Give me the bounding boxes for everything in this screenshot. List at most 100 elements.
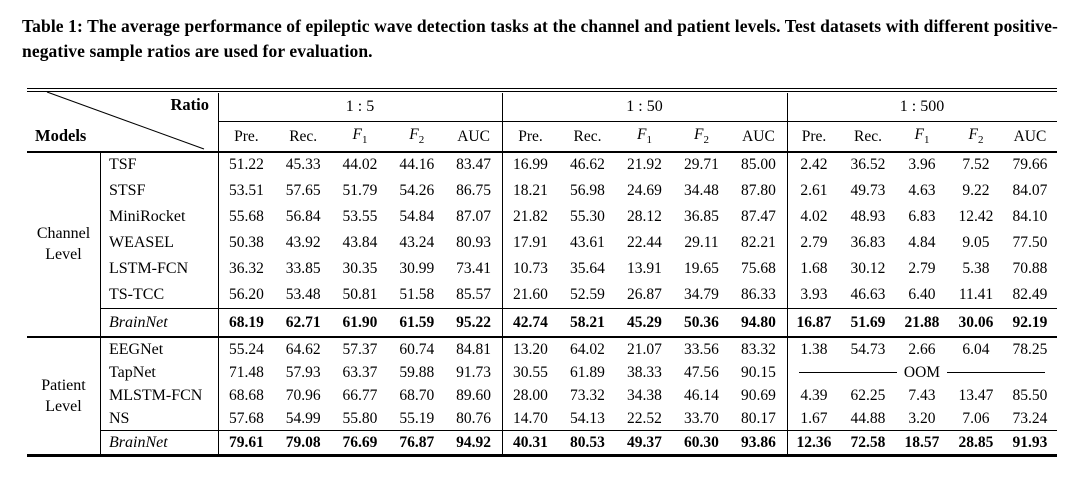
metric-value: 57.37 (342, 340, 378, 358)
metric-value: 56.84 (285, 208, 321, 225)
vline-group2-group3 (787, 93, 788, 454)
metric-value: 21.60 (513, 286, 548, 303)
metric-value: 3.93 (800, 286, 828, 303)
metric-value: 36.83 (850, 234, 886, 251)
metric-value: 60.30 (684, 433, 719, 451)
metric-value: 55.68 (228, 208, 264, 225)
metric-value: 33.85 (285, 260, 321, 277)
metric-value: 14.70 (513, 409, 548, 427)
metric-value: 5.38 (962, 260, 990, 277)
model-name: EEGNet (109, 340, 164, 358)
metric-value: 44.16 (399, 156, 435, 173)
metric-value: 3.20 (908, 409, 936, 427)
metric-value: 6.83 (908, 208, 936, 225)
rule-above-brainnet (100, 430, 1057, 431)
metric-value: 77.50 (1012, 234, 1048, 251)
metric-value: 7.43 (908, 386, 936, 404)
metric-value: 2.79 (908, 260, 936, 277)
metric-value: 56.98 (570, 182, 605, 199)
metric-value: 95.22 (456, 313, 492, 331)
metric-value: 6.40 (908, 286, 936, 303)
metric-value: 30.55 (513, 363, 548, 381)
metric-value: 16.99 (513, 156, 548, 173)
metric-value: 44.88 (850, 409, 886, 427)
metric-value: 54.84 (399, 208, 435, 225)
metric-value: 86.33 (741, 286, 776, 303)
metric-value: 47.56 (684, 363, 719, 381)
metric-value: 78.25 (1012, 340, 1048, 358)
metric-header: F1 (914, 126, 930, 147)
vline-models-group1 (218, 93, 219, 454)
rule-section-divider (27, 336, 1057, 338)
metric-value: 11.41 (958, 286, 994, 303)
metric-value: 30.35 (342, 260, 378, 277)
metric-value: 50.81 (342, 286, 378, 303)
metric-value: 66.77 (342, 386, 378, 404)
metric-value: 70.96 (285, 386, 321, 404)
table-row: TSF 51.22 45.33 44.02 44.16 83.47 16.99 46.62 21… (27, 152, 1057, 178)
metric-value: 33.56 (684, 340, 719, 358)
metric-value: 60.74 (399, 340, 435, 358)
table-row: MLSTM-FCN 68.68 70.96 66.77 68.70 89.60 28.00 7… (27, 384, 1057, 407)
model-name: STSF (109, 182, 146, 199)
metric-value: 90.69 (741, 386, 776, 404)
metric-value: 82.21 (741, 234, 776, 251)
ratio-group-label: 1 : 5 (345, 97, 375, 115)
ratio-group-1-500: 1 : 500 (787, 98, 1057, 116)
metric-header: Pre. (801, 127, 827, 145)
model-name: MLSTM-FCN (109, 386, 203, 404)
metric-value: 28.12 (627, 208, 662, 225)
metric-header: F2 (968, 126, 984, 147)
metric-value: 73.32 (570, 386, 605, 404)
metric-value: 4.63 (908, 182, 936, 199)
metric-value: 54.73 (850, 340, 886, 358)
table-row-highlight: BrainNet 79.61 79.08 76.69 76.87 94.92 40.31 80… (27, 431, 1057, 454)
metric-value: 54.99 (285, 409, 321, 427)
metric-value: 46.62 (570, 156, 605, 173)
metric-value: 43.84 (342, 234, 378, 251)
metric-value: 30.99 (399, 260, 435, 277)
metric-value: 58.21 (570, 313, 605, 331)
metric-header: Rec. (289, 127, 318, 145)
rule-under-header (27, 151, 1057, 153)
metric-value: 50.38 (228, 234, 264, 251)
level-label-line: Level (45, 245, 82, 263)
metric-header: F1 (352, 126, 368, 147)
metric-value: 73.41 (456, 260, 492, 277)
metric-header: Rec. (853, 127, 882, 145)
metric-value: 68.19 (228, 313, 264, 331)
results-table: Ratio Models 1 : 5 1 : 50 1 : 500 Pre. Re… (27, 88, 1057, 457)
metric-value: 80.76 (456, 409, 492, 427)
metric-value: 21.82 (513, 208, 548, 225)
table-row: TS-TCC 56.20 53.48 50.81 51.58 85.57 21.60 52.5… (27, 282, 1057, 308)
metric-header: Rec. (573, 127, 602, 145)
metric-value: 57.93 (285, 363, 321, 381)
metric-value: 51.69 (850, 313, 886, 331)
metric-value: 75.68 (741, 260, 776, 277)
metric-value: 34.48 (684, 182, 719, 199)
metric-value: 24.69 (627, 182, 662, 199)
metric-value: 34.79 (684, 286, 719, 303)
ratio-group-1-5: 1 : 5 (218, 98, 502, 116)
metric-header: AUC (742, 127, 775, 145)
metric-value: 87.47 (741, 208, 776, 225)
metric-value: 18.21 (513, 182, 548, 199)
metric-value: 71.48 (228, 363, 264, 381)
diagonal-line (46, 91, 205, 150)
metric-header: F1 (637, 126, 652, 147)
metric-value: 55.80 (342, 409, 378, 427)
metric-value: 84.10 (1012, 208, 1048, 225)
metric-value: 85.00 (741, 156, 776, 173)
metric-value: 55.30 (570, 208, 605, 225)
metric-value: 1.68 (800, 260, 828, 277)
metric-value: 18.57 (904, 433, 940, 451)
metric-value: 29.71 (684, 156, 719, 173)
metric-value: 12.42 (958, 208, 994, 225)
rule-top-inner (27, 91, 1057, 92)
metric-value: 94.80 (741, 313, 776, 331)
metric-value: 45.33 (285, 156, 321, 173)
ratio-group-1-50: 1 : 50 (502, 98, 787, 116)
metric-value: 19.65 (684, 260, 719, 277)
metric-header: F2 (409, 126, 425, 147)
metric-value: 51.58 (399, 286, 435, 303)
